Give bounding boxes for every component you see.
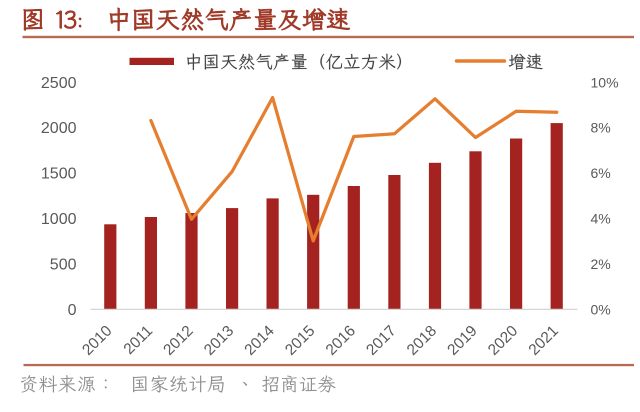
svg-text:2%: 2% <box>591 256 611 272</box>
svg-text:1000: 1000 <box>41 211 77 228</box>
svg-text:1500: 1500 <box>41 166 77 183</box>
svg-text:6%: 6% <box>591 165 611 181</box>
svg-text:0: 0 <box>68 302 77 319</box>
svg-text:4%: 4% <box>591 211 611 227</box>
svg-text:8%: 8% <box>591 120 611 136</box>
svg-text:10%: 10% <box>591 74 619 90</box>
svg-text:2500: 2500 <box>41 75 77 92</box>
svg-text:2000: 2000 <box>41 120 77 137</box>
svg-text:0%: 0% <box>591 301 611 317</box>
svg-text:500: 500 <box>50 256 77 273</box>
